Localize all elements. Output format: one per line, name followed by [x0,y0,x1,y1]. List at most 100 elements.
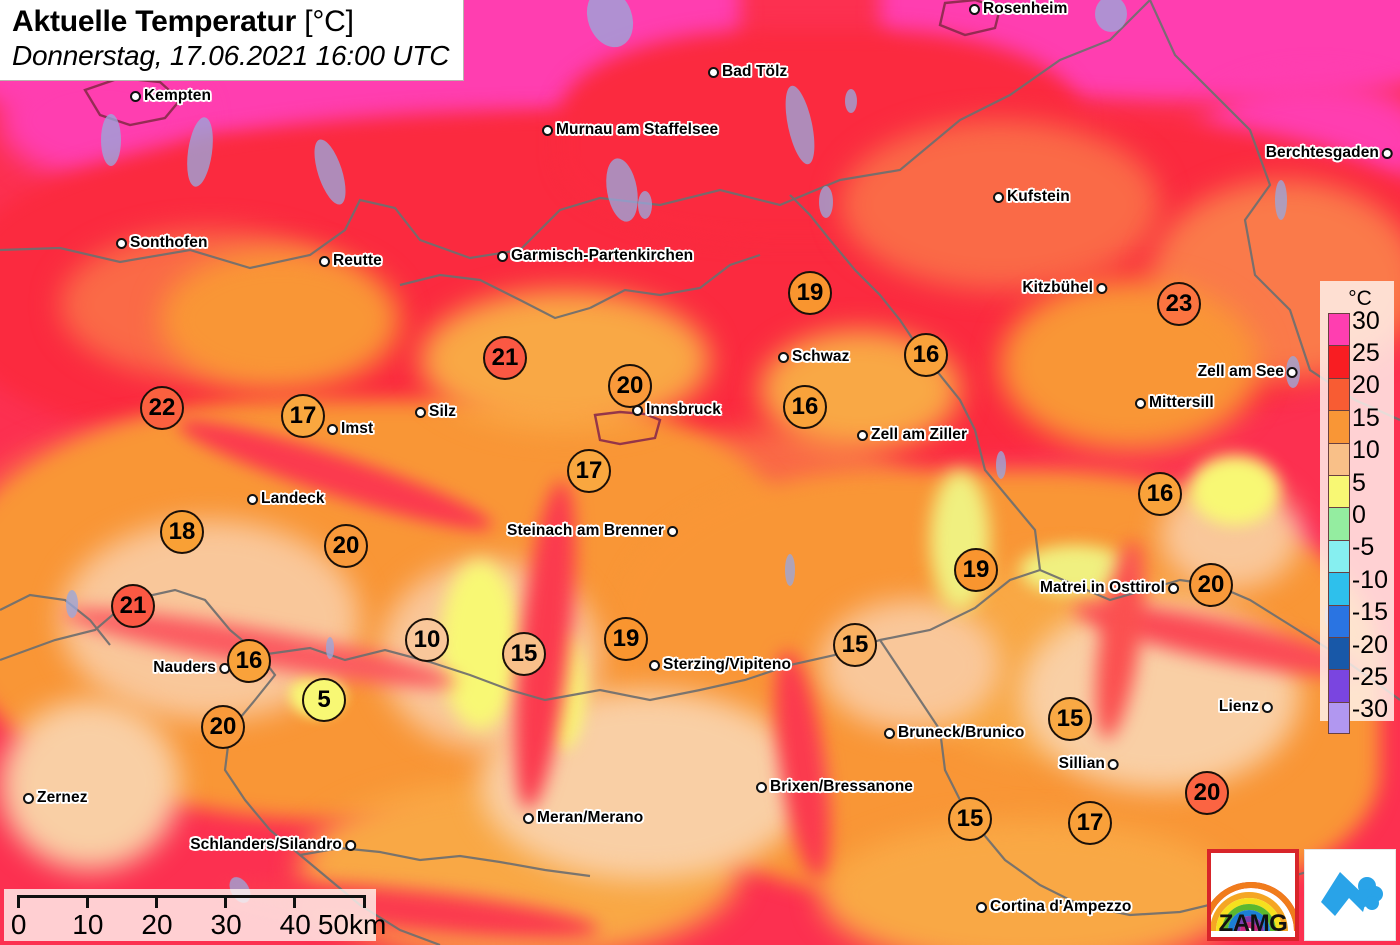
city-label: Bruneck/Brunico [884,724,1024,742]
zamg-logo[interactable]: ZAMG [1207,849,1299,941]
city-name: Innsbruck [646,401,721,418]
station-temperature-marker[interactable]: 16 [904,333,948,377]
city-dot [542,124,553,136]
legend-color-swatch [1328,377,1350,411]
city-dot [1135,397,1146,409]
city-label: Kitzbühel [1022,279,1107,297]
city-label: Murnau am Staffelsee [542,121,718,139]
scale-label: 20 [141,909,173,940]
legend-row: 0 [1328,503,1388,540]
city-label: Matrei in Osttirol [1040,579,1179,597]
city-name: Zell am Ziller [871,426,968,443]
city-label: Sterzing/Vipiteno [649,656,791,674]
city-dot [976,901,987,913]
city-name: Kempten [144,87,212,104]
station-temperature-marker[interactable]: 19 [788,271,832,315]
city-name: Mittersill [1149,394,1214,411]
city-name: Cortina d'Ampezzo [990,898,1132,915]
city-label: Nauders [153,659,230,677]
scale-tick [362,895,366,908]
station-temperature-marker[interactable]: 20 [608,364,652,408]
legend-color-swatch [1328,410,1350,443]
city-label: Garmisch-Partenkirchen [497,247,693,265]
station-temperature-marker[interactable]: 15 [948,797,992,841]
station-temperature-marker[interactable]: 21 [483,336,527,380]
station-temperature-marker[interactable]: 17 [567,449,611,493]
zamg-rainbow-icon [1211,882,1295,932]
legend-scale: 30 25 20 15 10 5 0 -5 -10 -15 -20 -25 -30 [1328,308,1388,735]
city-label: Zell am Ziller [857,426,967,444]
city-label: Sillian [1059,755,1119,773]
legend-color-swatch [1328,507,1350,540]
geosphere-logo[interactable] [1304,849,1396,941]
station-temperature-marker[interactable]: 16 [1138,472,1182,516]
city-name: Brixen/Bressanone [770,778,913,795]
station-temperature-marker[interactable]: 17 [1068,801,1112,845]
station-temperature-marker[interactable]: 15 [833,623,877,667]
city-label: Brixen/Bressanone [756,778,913,796]
legend-row: -15 [1328,600,1388,637]
legend-tick-label: 30 [1352,306,1380,335]
scale-label: 40 [279,909,311,940]
city-name: Imst [341,420,374,437]
legend-tick-label: 15 [1352,403,1380,432]
city-name: Schlanders/Silandro [190,836,342,853]
station-temperature-marker[interactable]: 10 [405,618,449,662]
city-dot [116,237,127,249]
city-name: Lienz [1218,698,1259,715]
station-temperature-marker[interactable]: 20 [324,524,368,568]
station-temperature-marker[interactable]: 16 [783,385,827,429]
station-temperature-marker[interactable]: 23 [1157,282,1201,326]
station-temperature-marker[interactable]: 17 [281,394,325,438]
city-label: Cortina d'Ampezzo [976,898,1131,916]
city-dot [969,3,980,15]
city-label: Sonthofen [116,234,208,252]
legend-tick-label: 25 [1352,339,1380,368]
legend-row: 30 [1328,308,1388,346]
city-label: Imst [327,420,373,438]
station-temperature-marker[interactable]: 22 [140,386,184,430]
station-temperature-marker[interactable]: 5 [302,678,346,722]
distance-scale-bar: 0 10 20 30 40 50km [4,889,386,941]
station-temperature-marker[interactable]: 19 [954,548,998,592]
city-dot [130,90,141,102]
color-legend: °C 30 25 20 15 10 5 0 -5 -10 -15 -20 -25 -30 [1320,281,1394,735]
station-temperature-marker[interactable]: 20 [201,705,245,749]
station-temperature-marker[interactable]: 19 [604,617,648,661]
city-dot [1262,701,1273,713]
legend-row: -25 [1328,664,1388,702]
station-temperature-marker[interactable]: 16 [227,639,271,683]
city-dot [857,429,868,441]
station-temperature-marker[interactable]: 20 [1189,563,1233,607]
city-label: Bad Tölz [708,63,787,81]
city-name: Schwaz [792,348,850,365]
city-dot [345,839,356,851]
city-name: Sillian [1058,755,1105,772]
station-temperature-marker[interactable]: 20 [1185,771,1229,815]
scale-bar-labels: 0 10 20 30 40 50km [10,909,386,940]
legend-tick-label: 5 [1352,468,1366,497]
city-label: Silz [415,403,456,421]
zamg-wordmark: ZAMG [1218,910,1288,937]
city-name: Sterzing/Vipiteno [663,656,792,673]
legend-color-swatch [1328,636,1350,670]
legend-unit-label: °C [1348,287,1372,310]
scale-label: 50km [317,909,387,940]
station-temperature-marker[interactable]: 15 [1048,697,1092,741]
city-dot [247,493,258,505]
logos-container: ZAMG [1207,849,1396,941]
city-label: Lienz [1219,698,1273,716]
scale-tick [293,895,297,908]
station-temperature-marker[interactable]: 15 [502,632,546,676]
city-name: Meran/Merano [537,809,644,826]
legend-color-swatch [1328,572,1350,605]
city-name: Reutte [333,252,382,269]
station-temperature-marker[interactable]: 18 [160,510,204,554]
city-label: Schwaz [778,348,849,366]
city-dot [1287,366,1298,378]
city-name: Landeck [261,490,325,507]
station-temperature-marker[interactable]: 21 [111,584,155,628]
city-label: Kempten [130,87,211,105]
legend-color-swatch [1328,701,1350,735]
